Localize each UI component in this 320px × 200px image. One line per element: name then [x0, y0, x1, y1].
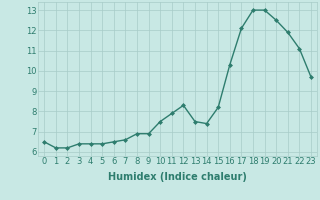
X-axis label: Humidex (Indice chaleur): Humidex (Indice chaleur): [108, 172, 247, 182]
